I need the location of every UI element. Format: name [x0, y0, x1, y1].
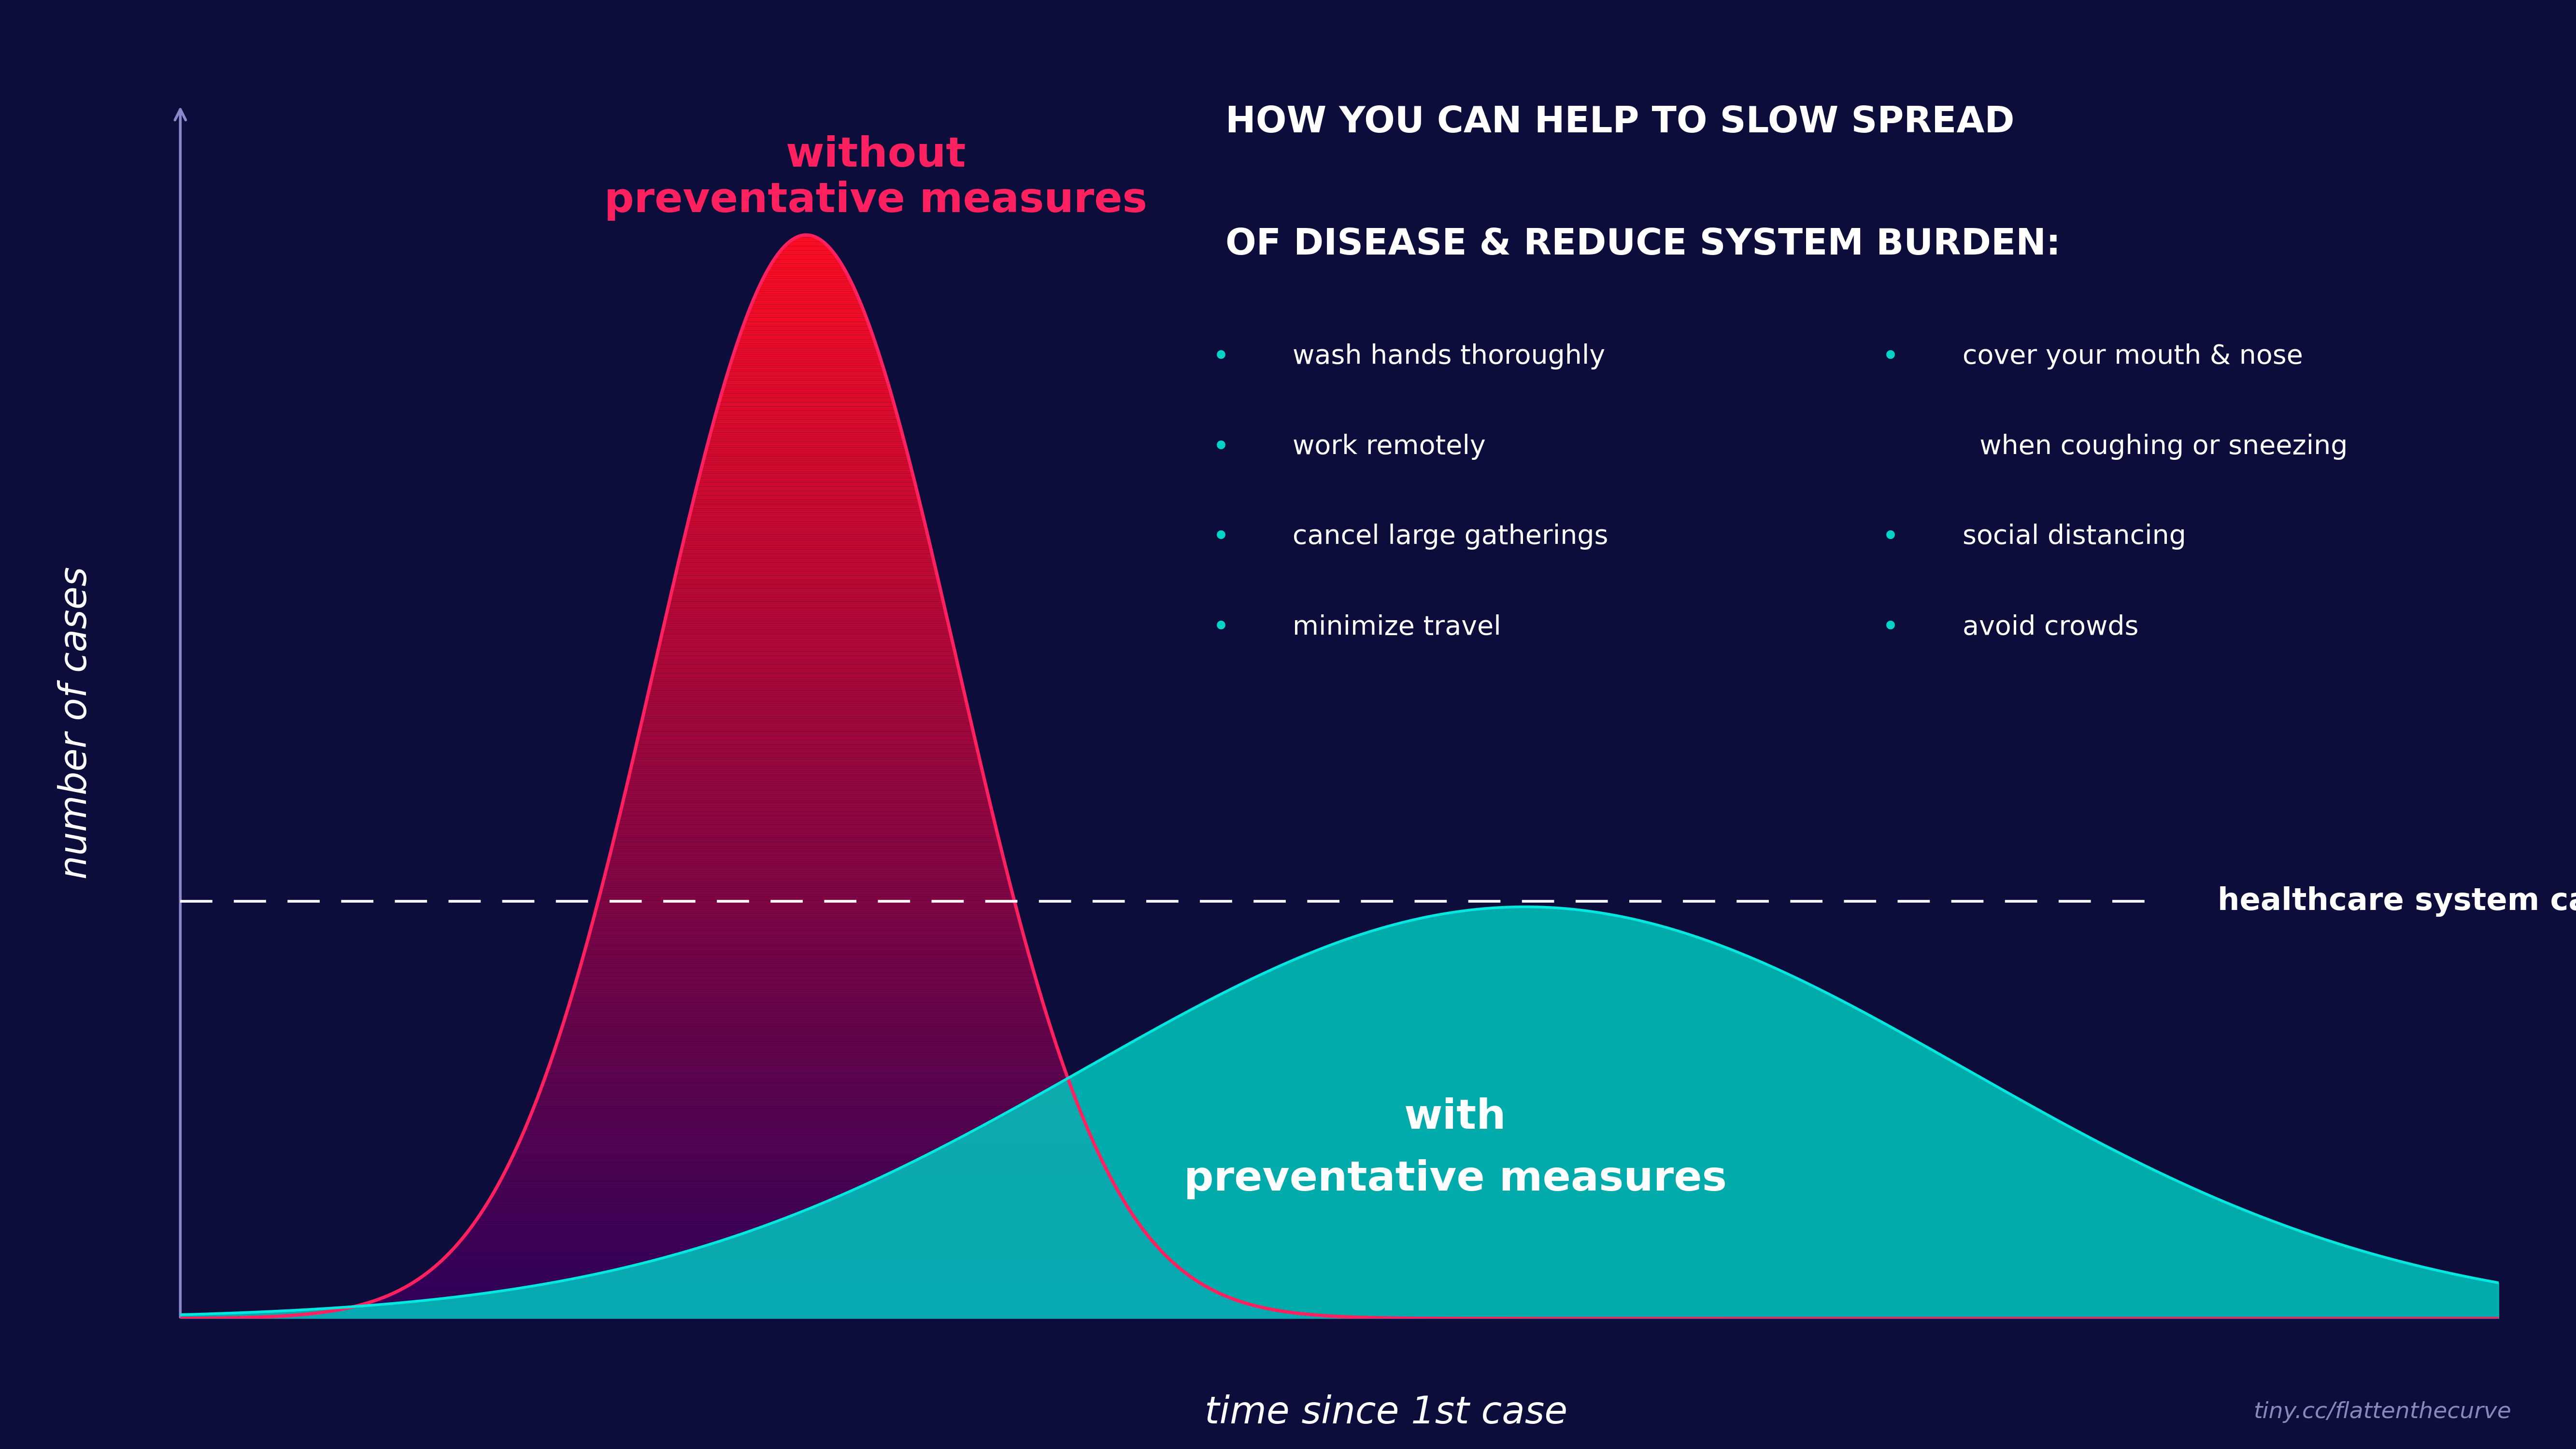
Text: •: •	[1883, 343, 1899, 372]
Text: •: •	[1213, 525, 1229, 552]
Text: minimize travel: minimize travel	[1293, 614, 1502, 640]
Text: time since 1st case: time since 1st case	[1206, 1394, 1566, 1432]
Text: with: with	[1404, 1097, 1507, 1137]
Text: when coughing or sneezing: when coughing or sneezing	[1963, 433, 2347, 459]
Text: without: without	[786, 135, 966, 175]
Text: number of cases: number of cases	[57, 567, 95, 880]
Text: •: •	[1883, 614, 1899, 642]
Text: •: •	[1213, 614, 1229, 642]
Text: HOW YOU CAN HELP TO SLOW SPREAD: HOW YOU CAN HELP TO SLOW SPREAD	[1226, 104, 2014, 141]
Text: work remotely: work remotely	[1293, 433, 1486, 459]
Text: wash hands thoroughly: wash hands thoroughly	[1293, 343, 1605, 369]
Text: •: •	[1213, 343, 1229, 372]
Text: cover your mouth & nose: cover your mouth & nose	[1963, 343, 2303, 369]
Text: social distancing: social distancing	[1963, 525, 2187, 551]
Text: tiny.cc/flattenthecurve: tiny.cc/flattenthecurve	[2254, 1401, 2512, 1423]
Text: cancel large gatherings: cancel large gatherings	[1293, 525, 1607, 551]
Text: •: •	[1883, 525, 1899, 552]
Text: healthcare system capacity: healthcare system capacity	[2218, 887, 2576, 917]
Text: avoid crowds: avoid crowds	[1963, 614, 2138, 640]
Text: preventative measures: preventative measures	[1185, 1159, 1726, 1200]
Text: OF DISEASE & REDUCE SYSTEM BURDEN:: OF DISEASE & REDUCE SYSTEM BURDEN:	[1226, 227, 2061, 262]
Text: •: •	[1213, 433, 1229, 462]
Text: preventative measures: preventative measures	[605, 181, 1146, 220]
